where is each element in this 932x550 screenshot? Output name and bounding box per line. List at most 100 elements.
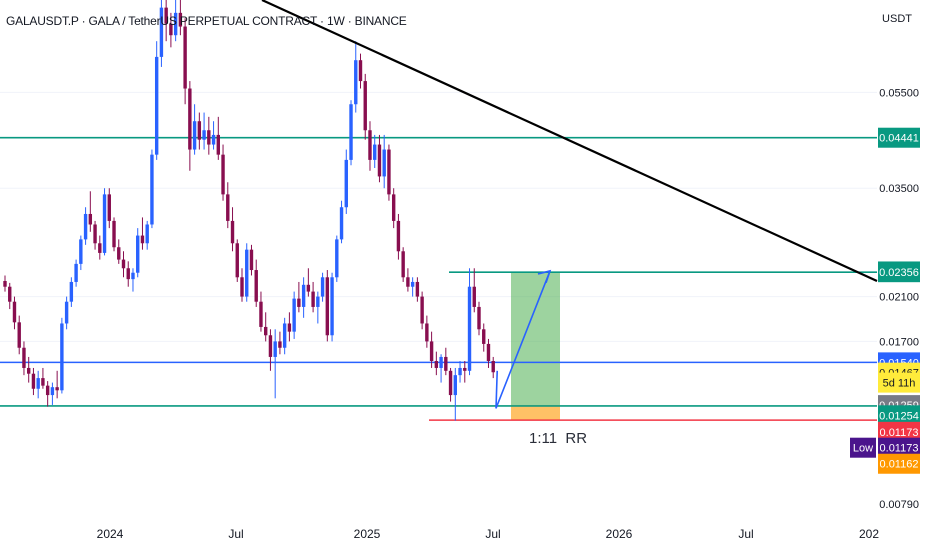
candle-body [297,298,301,307]
currency-label: USDT [882,13,912,25]
candle-body [477,306,481,330]
time-axis[interactable]: 2024 Jul 2025 Jul 2026 Jul 202 [97,527,880,541]
candle-body [235,243,239,278]
candle-body [8,286,12,302]
candle-body [55,387,59,391]
candle-body [472,286,476,307]
candle-body [311,291,315,307]
x-tick-label: 2025 [354,527,381,541]
candle-body [31,373,36,389]
x-tick-label: 2024 [97,527,124,541]
candle-body [178,12,183,27]
price-badge [878,127,920,148]
candle-body [278,341,282,348]
trendline-line [261,0,878,283]
candle-body [316,296,320,307]
candle-body [79,239,83,264]
candle-body [164,7,168,24]
price-badge-label: 0.01254 [879,410,919,422]
horizontal-levels [0,136,877,421]
candle-body [382,149,386,177]
candle-body [207,130,211,145]
candle-body [107,194,111,221]
candle-body [221,154,225,195]
risk-reward-label: 1:11 RR [529,430,588,447]
x-tick-label: 202 [859,527,879,541]
candle-body [83,213,88,240]
candle-body [292,298,296,332]
candle-body [396,220,401,252]
y-tick-label: 0.05500 [879,87,919,99]
candle-body [216,134,220,155]
candle-body [401,251,405,278]
price-badge [878,262,920,283]
candle-body [121,259,126,269]
candle-body [36,378,40,389]
candle-body [339,207,344,240]
candle-body [273,341,277,357]
candle-body [259,301,263,327]
candle-body [131,272,135,280]
candle-body [391,194,396,221]
low-tag [850,437,876,458]
candle-body [45,385,50,396]
projection-arrow [495,269,552,409]
candle-body [420,296,424,324]
grid [0,91,877,342]
candle-body [425,323,429,342]
candle-body [22,347,26,368]
price-badge-label: 0.01162 [880,459,919,471]
candle-body [453,375,457,396]
price-badge [878,421,920,442]
candle-body [197,121,202,140]
candle-body [140,235,145,244]
candles [3,0,495,421]
y-tick-label: 0.00790 [879,499,919,511]
price-axis[interactable]: 0.05500 0.03500 0.02100 0.01700 0.00790 [879,87,919,511]
candle-body [354,60,358,105]
candle-body [377,144,382,177]
candle-body [325,277,330,336]
candle-body [117,247,121,260]
price-badge-label: 5d 11h [883,378,916,390]
candle-body [98,243,102,253]
candle-body [301,284,306,307]
candle-body [320,277,325,297]
x-tick-label: Jul [485,527,500,541]
y-tick-label: 0.01700 [879,336,919,348]
candle-body [88,213,93,225]
candle-body [467,286,472,371]
y-tick-label: 0.02100 [879,292,919,304]
y-tick-label: 0.03500 [879,183,919,195]
price-badge-label: 0.01173 [880,443,919,455]
candle-body [373,144,377,160]
candle-body [434,361,439,368]
price-badge [878,453,920,474]
candle-body [188,88,192,150]
price-badge-label: 0.02356 [879,267,919,279]
candle-body [387,149,391,195]
price-badge-label: 0.04441 [879,133,919,145]
candle-body [349,104,353,160]
candle-body [41,378,45,386]
candle-body [458,367,462,376]
candle-body [335,239,339,278]
candle-body [183,26,187,89]
candle-body [264,326,268,336]
candle-body [429,341,434,362]
candle-body [226,194,230,221]
stop-zone [511,405,560,421]
x-tick-label: Jul [228,527,243,541]
candle-body [159,7,164,57]
position-zones [511,272,560,421]
candle-body [60,323,64,391]
candle-body [102,194,107,253]
price-badge [878,372,920,393]
low-tag-label: Low [853,443,873,455]
candle-body [126,268,130,280]
projection-path [495,270,551,409]
chart-title: GALAUSDT.P · GALA / TetherUS PERPETUAL C… [6,14,407,28]
candle-body [136,235,140,273]
candle-body [282,323,287,348]
